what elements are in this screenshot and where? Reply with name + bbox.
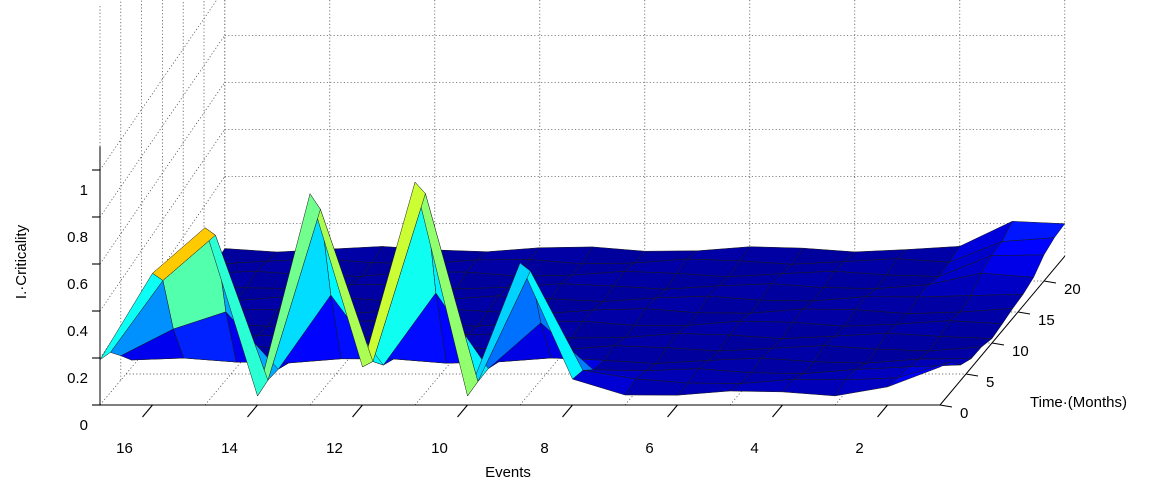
- side-wall-horizontal-gridline: [99, 0, 218, 171]
- side-wall-horizontal-gridline: [99, 129, 226, 312]
- z-tick-label: 0.4: [67, 323, 88, 340]
- axis-labels: I.·Criticality Events Time·(Months): [13, 224, 1127, 481]
- x-tick-mark: [352, 404, 363, 418]
- surface-facet: [939, 320, 1003, 339]
- x-tick-label: 16: [116, 440, 133, 457]
- z-tick-label: 0.8: [67, 229, 88, 246]
- x-tick-mark: [877, 404, 888, 418]
- surface-facet: [781, 379, 846, 397]
- y-tick-label: 10: [1012, 343, 1029, 360]
- surface-facet: [99, 272, 164, 360]
- z-tick-label: 0: [80, 417, 88, 434]
- x-tick-label: 2: [855, 440, 863, 457]
- x-tick-label: 8: [540, 440, 548, 457]
- side-wall-horizontal-gridline: [99, 35, 226, 218]
- x-tick-mark: [457, 404, 468, 418]
- surface-facet: [550, 283, 615, 302]
- x-tick-label: 12: [326, 440, 343, 457]
- y-tick-mark: [939, 404, 953, 408]
- z-tick-label: 1: [80, 182, 88, 199]
- y-tick-mark: [965, 373, 979, 377]
- x-tick-label: 10: [431, 440, 448, 457]
- z-tick-label: 0.6: [67, 276, 88, 293]
- x-tick-mark: [562, 404, 573, 418]
- x-tick-label: 14: [221, 440, 238, 457]
- x-tick-mark: [667, 404, 678, 418]
- surface-facet: [686, 246, 751, 262]
- z-tick-label: 0.2: [67, 370, 88, 387]
- surface-facet: [876, 332, 940, 352]
- y-tick-mark: [991, 342, 1005, 346]
- surface-facet: [581, 246, 646, 265]
- side-wall-horizontal-gridline: [99, 176, 226, 359]
- x-tick-mark: [142, 404, 153, 418]
- y-tick-mark: [1017, 311, 1031, 315]
- x-tick-label: 6: [645, 440, 653, 457]
- surface-plot: [99, 181, 1066, 397]
- z-axis-label: I.·Criticality: [13, 224, 30, 299]
- x-tick-mark: [247, 404, 258, 418]
- x-tick-mark: [772, 404, 783, 418]
- surface-facet: [813, 345, 878, 364]
- surface-facet: [1001, 221, 1066, 242]
- surface-facet: [476, 247, 541, 261]
- surface-facet: [676, 382, 742, 396]
- side-wall-horizontal-gridline: [99, 82, 226, 265]
- y-tick-label: 20: [1064, 281, 1081, 298]
- x-axis-label: Events: [485, 464, 531, 481]
- y-tick-label: 0: [960, 405, 968, 422]
- surface-facet: [886, 258, 950, 277]
- y-axis-label: Time·(Months): [1030, 394, 1127, 411]
- y-tick-label: 5: [986, 374, 994, 391]
- y-tick-mark: [1043, 280, 1057, 284]
- y-tick-label: 15: [1038, 312, 1055, 329]
- x-tick-label: 4: [750, 440, 758, 457]
- surface-facet: [970, 272, 1035, 296]
